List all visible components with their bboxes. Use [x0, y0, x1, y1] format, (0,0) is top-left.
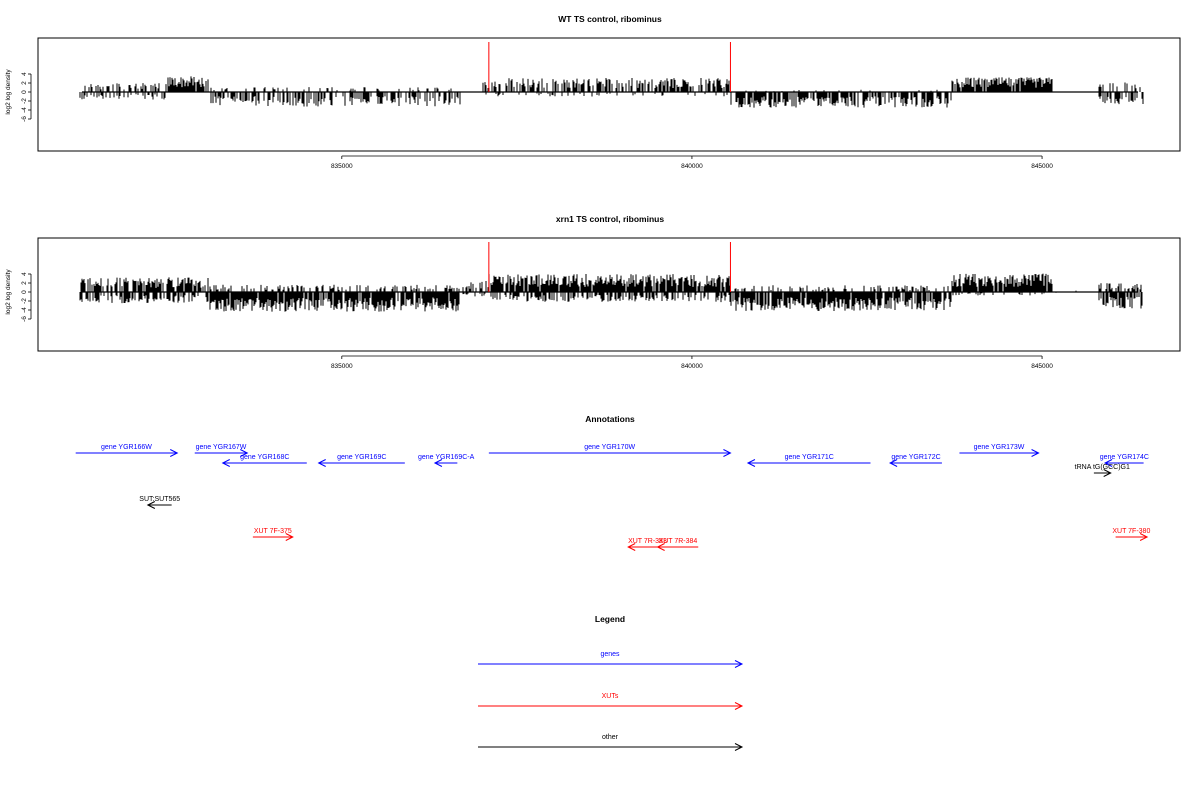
y-tick-label: 0	[21, 290, 28, 294]
x-tick-label: 845000	[1031, 363, 1053, 370]
feature-label: gene YGR174C	[1100, 454, 1149, 461]
feature-label: gene YGR169C-A	[418, 454, 475, 461]
legend-label: XUTs	[602, 693, 619, 700]
panel-xrn1: xrn1 TS control, ribominus -6 -4 -2 0 2 4 835…	[5, 214, 1181, 370]
x-tick-label: 835000	[331, 163, 353, 170]
y-tick-label: 4	[21, 272, 28, 276]
y-tick-label: -6	[21, 316, 28, 322]
annotations-title: Annotations	[585, 414, 635, 424]
annotations-track: Annotations gene YGR166W gene YGR167Wgene…	[75, 414, 1150, 551]
feature-arrow	[433, 459, 458, 467]
feature-label: XUT 7F-380	[1112, 528, 1150, 535]
panel-wt-bars	[79, 42, 1144, 108]
feature-label: gene YGR173W	[974, 444, 1025, 451]
legend-arrow	[478, 743, 744, 751]
feature-arrow	[317, 459, 405, 467]
feature-arrow	[194, 449, 249, 457]
panel-wt: WT TS control, ribominus -6 -4 -2 0 2 4 83500…	[5, 14, 1181, 170]
feature-arrow	[146, 501, 172, 509]
legend-arrow	[478, 702, 744, 710]
x-tick-label: 840000	[681, 163, 703, 170]
feature-label: XUT 7R-384	[659, 538, 698, 545]
panel-xrn1-bars	[79, 242, 1143, 312]
feature-arrow	[221, 459, 307, 467]
panel-wt-y-axis: -6 -4 -2 0 2 4	[21, 72, 32, 122]
feature-label: XUT 7R-383	[628, 538, 667, 545]
panel-wt-ylabel: log2 log density	[5, 69, 12, 115]
feature-arrow	[75, 449, 179, 457]
feature-label: gene YGR168C	[240, 454, 289, 461]
annotation-features: gene YGR166W gene YGR167W gene YGR168C gene…	[75, 444, 1150, 551]
feature-arrow	[1103, 459, 1144, 467]
feature-arrow	[656, 543, 699, 551]
legend-items: genes XUTs other	[478, 651, 744, 751]
feature-arrow	[252, 533, 294, 541]
feature-label: gene YGR171C	[785, 454, 834, 461]
feature-label: gene YGR169C	[337, 454, 386, 461]
legend-arrow	[478, 660, 744, 668]
feature-label: tRNA tG(GCC)G1	[1075, 464, 1130, 471]
legend-label: other	[602, 734, 619, 741]
legend-title: Legend	[595, 614, 625, 624]
feature-arrow	[888, 459, 942, 467]
y-tick-label: 0	[21, 90, 28, 94]
feature-arrow	[488, 449, 732, 457]
feature-arrow	[746, 459, 871, 467]
y-tick-label: 2	[21, 81, 28, 85]
feature-label: XUT 7F-375	[254, 528, 292, 535]
feature-label: gene YGR172C	[891, 454, 940, 461]
panel-xrn1-y-axis: -6 -4 -2 0 2 4	[21, 272, 32, 322]
feature-label: gene YGR166W	[101, 444, 152, 451]
y-tick-label: -2	[21, 98, 28, 104]
feature-arrow	[1093, 469, 1112, 477]
panel-wt-title: WT TS control, ribominus	[558, 14, 662, 24]
feature-arrow	[1115, 533, 1149, 541]
y-tick-label: 2	[21, 281, 28, 285]
panel-wt-x-axis: 835000 840000 845000	[331, 155, 1053, 170]
feature-label: gene YGR167W	[196, 444, 247, 451]
x-tick-label: 835000	[331, 363, 353, 370]
x-tick-label: 845000	[1031, 163, 1053, 170]
panel-xrn1-frame	[37, 237, 1181, 352]
y-tick-label: -2	[21, 298, 28, 304]
x-tick-label: 840000	[681, 363, 703, 370]
panel-xrn1-ylabel: log2 log density	[5, 269, 12, 315]
y-tick-label: -6	[21, 116, 28, 122]
legend: Legend genes XUTs other	[478, 614, 744, 751]
y-tick-label: -4	[21, 307, 28, 313]
feature-label: SUT:SUT565	[139, 496, 180, 503]
feature-arrow	[959, 449, 1040, 457]
feature-label: gene YGR170W	[584, 444, 635, 451]
y-tick-label: 4	[21, 72, 28, 76]
panel-wt-frame	[37, 37, 1181, 152]
y-tick-label: -4	[21, 107, 28, 113]
panel-xrn1-x-axis: 835000 840000 845000	[331, 355, 1053, 370]
legend-label: genes	[600, 651, 620, 658]
panel-xrn1-title: xrn1 TS control, ribominus	[556, 214, 664, 224]
